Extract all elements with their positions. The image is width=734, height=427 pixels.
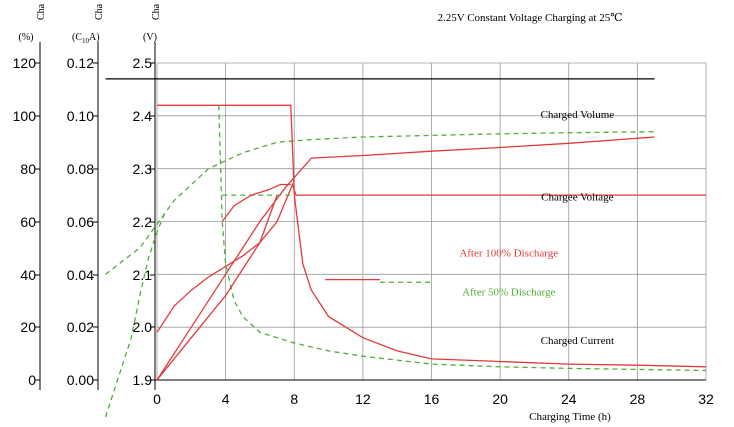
y-tick-label: 2.0 [133, 319, 153, 335]
grid [156, 62, 707, 381]
y-axis-unit-sub: 10 [82, 37, 90, 45]
series-charged-current-50 [104, 210, 167, 418]
y-tick-label: 40 [20, 267, 36, 283]
x-tick-label: 8 [290, 391, 298, 407]
y-axis-unit: (V) [143, 32, 157, 43]
series-charged-current-50 [218, 105, 707, 372]
y-axis-unit-tail: A) [89, 32, 100, 43]
y-axis-title: Cha [94, 3, 105, 20]
y-tick-label: 120 [13, 55, 37, 71]
series-reference-100 [156, 194, 278, 381]
y-tick-label: 0.04 [67, 267, 94, 283]
x-tick-label: 20 [492, 391, 508, 407]
series-reference-100 [221, 183, 291, 222]
labels: 2.25V Constant Voltage Charging at 25℃ C… [13, 3, 714, 423]
y-axis-title: Cha [36, 3, 47, 20]
annotation-label: After 100% Discharge [459, 247, 558, 259]
x-tick-label: 0 [153, 391, 161, 407]
y-tick-label: 2.5 [133, 55, 153, 71]
x-tick-label: 24 [561, 391, 577, 407]
y-tick-label: 0.12 [67, 55, 94, 71]
annotation-label: Charged Volume [541, 109, 615, 121]
x-axis-label: Charging Time (h) [529, 411, 611, 423]
series-charged-volume-100 [156, 136, 655, 381]
y-tick-label: 20 [20, 319, 36, 335]
x-tick-label: 12 [355, 391, 371, 407]
series-charged-current-100 [157, 104, 707, 368]
y-axis-title: Cha [151, 3, 162, 20]
y-tick-label: 80 [20, 161, 36, 177]
x-tick-label: 32 [698, 391, 714, 407]
y-tick-label: 0.02 [67, 319, 94, 335]
chart-title: 2.25V Constant Voltage Charging at 25℃ [437, 12, 622, 24]
y-tick-label: 0.06 [67, 214, 94, 230]
y-tick-label: 0.10 [67, 108, 94, 124]
y-tick-label: 0.08 [67, 161, 94, 177]
axes [35, 42, 706, 390]
y-tick-label: 60 [20, 214, 36, 230]
x-tick-label: 4 [222, 391, 230, 407]
annotation-label: After 50% Discharge [462, 286, 555, 298]
annotation-label: Chargee Voltage [541, 191, 614, 203]
y-tick-label: 0 [28, 372, 36, 388]
annotation-label: Charged Current [541, 335, 614, 347]
y-tick-label: 100 [13, 108, 37, 124]
y-tick-label: 2.1 [133, 267, 153, 283]
y-tick-label: 0.00 [67, 372, 94, 388]
y-tick-label: 1.9 [133, 372, 153, 388]
x-tick-label: 28 [630, 391, 646, 407]
series-charged-volume-50 [105, 131, 655, 275]
series-layer [104, 104, 707, 418]
y-tick-label: 2.4 [133, 108, 153, 124]
y-axis-unit: (%) [19, 32, 34, 43]
y-axis-unit: (C10A) [72, 32, 100, 45]
x-tick-label: 16 [424, 391, 440, 407]
y-tick-label: 2.2 [133, 214, 153, 230]
y-tick-label: 2.3 [133, 161, 153, 177]
